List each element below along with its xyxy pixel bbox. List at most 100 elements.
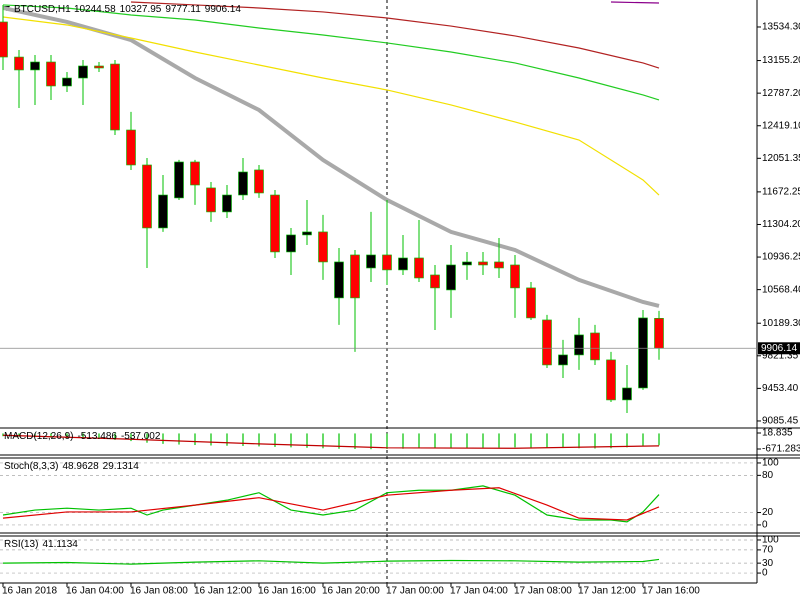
candle-body [222, 194, 232, 213]
price-tag-label: 9906.14 [761, 343, 798, 354]
x-tick-label: 16 Jan 2018 [2, 586, 57, 597]
header-value: 41.1134 [42, 539, 78, 550]
candle-body [110, 63, 120, 131]
indicator-line [2, 487, 660, 521]
indicator-header: RSI(13) 41.1134 [4, 539, 78, 550]
candle-body [94, 65, 104, 69]
candle-body [238, 171, 248, 196]
price-tag [758, 342, 800, 355]
indicator-line [2, 4, 660, 101]
header-title: BTCUSD,H1 [14, 4, 71, 15]
candle-body [158, 194, 168, 229]
candle-body [46, 61, 56, 87]
candle-body [142, 164, 152, 229]
candle-body [270, 194, 280, 253]
indicator-line [2, 434, 660, 449]
indicator-line [2, 16, 660, 196]
header-value: 10327.95 [120, 4, 162, 15]
indicator-line [2, 558, 660, 565]
x-tick-label: 17 Jan 04:00 [450, 586, 508, 597]
y-tick-label: 100 [762, 535, 779, 546]
y-tick-label: 9821.35 [762, 350, 799, 361]
y-tick-label: 20 [762, 507, 774, 518]
y-tick-label: 13155.20 [762, 55, 800, 66]
header-value: -513.486 [77, 431, 117, 442]
x-tick-label: 16 Jan 20:00 [322, 586, 380, 597]
header-title: MACD(12,26,9) [4, 431, 73, 442]
header-title: RSI(13) [4, 539, 38, 550]
header-title: Stoch(8,3,3) [4, 461, 58, 472]
candle-body [494, 261, 504, 269]
y-tick-label: 18.835 [762, 428, 793, 439]
candle-body [654, 318, 664, 349]
candle-body [622, 387, 632, 401]
candle-body [334, 261, 344, 299]
x-tick-label: 16 Jan 16:00 [258, 586, 316, 597]
candle-body [478, 261, 488, 266]
candle-body [590, 332, 600, 361]
candle-body [350, 254, 360, 299]
y-tick-label: 12051.35 [762, 153, 800, 164]
indicator-line [2, 485, 660, 523]
candle-body [446, 264, 456, 291]
y-tick-label: 100 [762, 458, 779, 469]
y-tick-label: 10189.30 [762, 318, 800, 329]
indicator-header: MACD(12,26,9) -513.486 -537.002 [4, 431, 161, 442]
candle-body [190, 161, 200, 186]
x-tick-label: 16 Jan 08:00 [130, 586, 188, 597]
candle-body [318, 231, 328, 263]
candle-body [414, 257, 424, 279]
y-tick-label: 70 [762, 545, 774, 556]
candle-body [526, 287, 536, 319]
header-value: 9906.14 [205, 4, 242, 15]
indicator-line [2, 6, 660, 308]
candle-body [366, 254, 376, 269]
candle-body [558, 354, 568, 366]
y-tick-label: 9453.40 [762, 383, 799, 394]
header-value: 48.9628 [62, 461, 99, 472]
x-tick-label: 16 Jan 04:00 [66, 586, 124, 597]
candle-body [126, 129, 136, 166]
x-tick-label: 17 Jan 12:00 [578, 586, 636, 597]
candle-body [638, 317, 648, 389]
y-tick-label: 0 [762, 520, 768, 531]
y-tick-label: -671.283 [762, 444, 800, 455]
header-value: 10244.58 [74, 4, 116, 15]
candle-body [206, 187, 216, 213]
candle-body [302, 231, 312, 236]
candle-body [14, 56, 24, 71]
x-tick-label: 17 Jan 08:00 [514, 586, 572, 597]
candle-body [430, 274, 440, 289]
header-value: -537.002 [121, 431, 161, 442]
candle-body [542, 319, 552, 366]
candle-body [30, 61, 40, 71]
indicator-line [130, 1, 660, 69]
y-tick-label: 9085.45 [762, 416, 799, 427]
y-tick-label: 11672.25 [762, 187, 800, 198]
candle-body [174, 161, 184, 199]
y-tick-label: 0 [762, 568, 768, 579]
candle-body [574, 334, 584, 356]
y-tick-label: 10936.25 [762, 252, 800, 263]
header-value: 29.1314 [103, 461, 140, 472]
y-tick-label: 30 [762, 558, 774, 569]
candle-body [62, 77, 72, 87]
y-tick-label: 13534.30 [762, 22, 800, 33]
header-value: 9777.11 [165, 4, 201, 15]
indicator-line [610, 1, 660, 4]
x-tick-label: 16 Jan 12:00 [194, 586, 252, 597]
y-tick-label: 11304.20 [762, 219, 800, 230]
y-tick-label: 12419.10 [762, 120, 800, 131]
x-tick-label: 17 Jan 16:00 [642, 586, 700, 597]
y-tick-label: 12787.20 [762, 88, 800, 99]
y-tick-label: 80 [762, 470, 774, 481]
candle-body [510, 264, 520, 289]
candle-body [78, 65, 88, 79]
candle-body [254, 169, 264, 194]
y-tick-label: 10568.40 [762, 284, 800, 295]
chart-header: BTCUSD,H1 10244.58 10327.95 9777.11 9906.14 [14, 4, 241, 15]
candle-body [0, 21, 8, 58]
x-tick-label: 17 Jan 00:00 [386, 586, 444, 597]
candle-body [286, 234, 296, 253]
